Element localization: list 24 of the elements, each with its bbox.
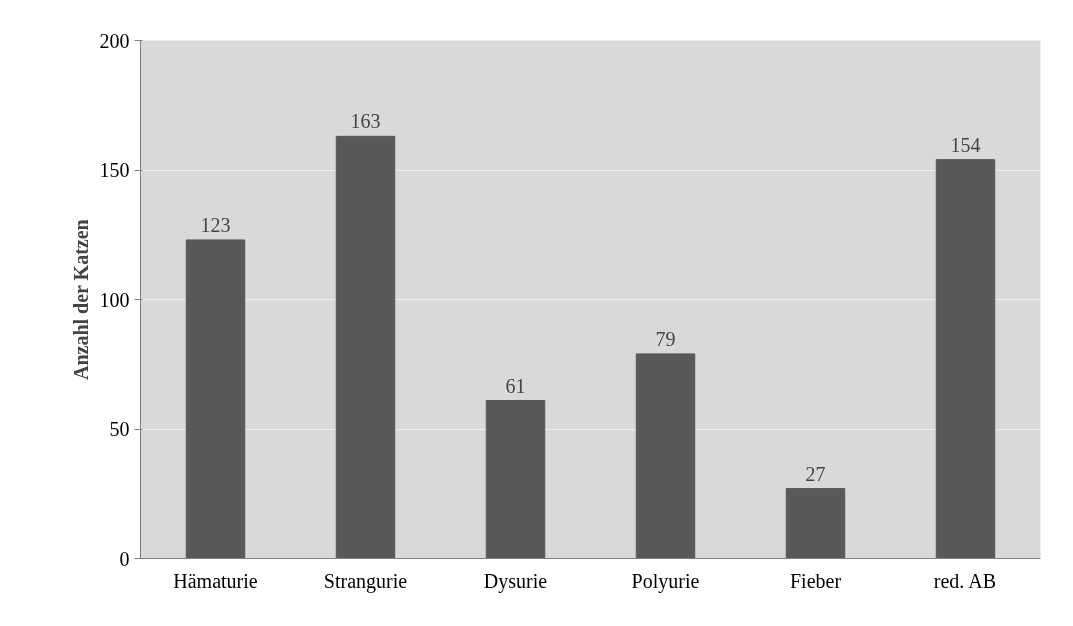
y-axis-title: Anzahl der Katzen [69,219,92,381]
x-tick-label: red. AB [933,569,997,592]
y-tick-label: 100 [99,288,130,311]
y-tick-label: 0 [119,547,130,570]
data-label: 27 [805,462,826,485]
y-tick-label: 200 [99,29,130,52]
data-label: 79 [655,327,676,350]
data-label: 61 [505,374,526,397]
x-tick-label: Polyurie [631,569,700,593]
bar [485,400,546,559]
bar [635,353,696,559]
bar [335,135,396,559]
x-tick-label: Dysurie [483,569,548,593]
bar [935,159,996,559]
y-tick-label: 150 [99,159,130,181]
bar [785,488,846,559]
bar [185,239,246,559]
y-tick-label: 50 [109,418,130,440]
x-tick-label: Strangurie [323,569,408,593]
x-tick-label: Fieber [789,569,842,592]
x-tick-label: Hämaturie [173,569,258,592]
data-label: 123 [200,213,231,236]
data-label: 154 [950,133,981,156]
data-label: 163 [350,110,381,133]
